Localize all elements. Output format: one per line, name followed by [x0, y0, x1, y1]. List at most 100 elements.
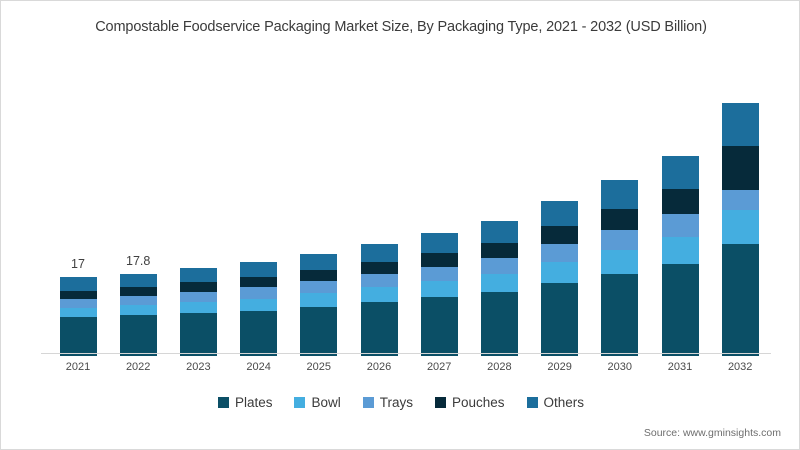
bar-value-label: 17.8	[126, 253, 151, 268]
bar-stack[interactable]	[360, 243, 398, 356]
bar-segment-pouches[interactable]	[360, 261, 398, 275]
bar-segment-trays[interactable]	[661, 213, 699, 237]
legend-item-bowl[interactable]: Bowl	[294, 395, 341, 410]
bar-group	[721, 64, 759, 356]
bar-segment-pouches[interactable]	[300, 270, 338, 282]
bar-segment-pouches[interactable]	[541, 225, 579, 244]
x-axis-tick-2023: 2023	[186, 361, 211, 373]
bar-segment-plates[interactable]	[179, 312, 217, 356]
bar-stack[interactable]	[59, 277, 97, 356]
x-axis-tick-2027: 2027	[426, 361, 452, 373]
bar-segment-plates[interactable]	[59, 317, 97, 356]
x-axis-tick-2021: 2021	[65, 361, 91, 373]
bar-segment-trays[interactable]	[59, 299, 97, 308]
bar-segment-trays[interactable]	[541, 243, 579, 262]
bar-group	[360, 64, 398, 356]
bar-segment-trays[interactable]	[119, 295, 157, 306]
bar-stack[interactable]	[661, 155, 699, 356]
bar-segment-others[interactable]	[721, 103, 759, 146]
bar-segment-trays[interactable]	[300, 281, 338, 294]
bar-group	[179, 64, 217, 356]
bar-segment-trays[interactable]	[601, 229, 639, 251]
bar-segment-pouches[interactable]	[240, 277, 278, 288]
bar-segment-plates[interactable]	[541, 283, 579, 356]
bar-segment-plates[interactable]	[300, 306, 338, 356]
bar-segment-trays[interactable]	[420, 266, 458, 281]
bar-segment-bowl[interactable]	[119, 305, 157, 316]
bar-segment-bowl[interactable]	[240, 298, 278, 311]
bar-segment-plates[interactable]	[360, 302, 398, 356]
bar-segment-plates[interactable]	[661, 263, 699, 356]
bar-segment-pouches[interactable]	[179, 282, 217, 292]
bar-stack[interactable]	[179, 268, 217, 356]
bar-segment-bowl[interactable]	[601, 250, 639, 275]
plot-area: 17 17.8	[41, 61, 771, 356]
bar-segment-bowl[interactable]	[541, 261, 579, 284]
bar-stack[interactable]	[721, 103, 759, 356]
chart-legend: Plates Bowl Trays Pouches Others	[1, 395, 800, 410]
bar-segment-bowl[interactable]	[59, 307, 97, 318]
bar-stack[interactable]	[601, 180, 639, 356]
legend-item-label: Plates	[234, 395, 273, 410]
bar-segment-plates[interactable]	[119, 315, 157, 356]
bar-segment-others[interactable]	[360, 243, 398, 262]
bar-segment-others[interactable]	[601, 180, 639, 210]
legend-item-others[interactable]: Others	[526, 395, 584, 410]
bar-segment-trays[interactable]	[360, 274, 398, 288]
bar-stack[interactable]	[119, 273, 157, 356]
bar-segment-trays[interactable]	[721, 189, 759, 210]
bar-stack[interactable]	[420, 232, 458, 356]
bar-group	[480, 64, 518, 356]
x-axis-tick-2031: 2031	[667, 361, 693, 373]
bar-segment-bowl[interactable]	[300, 293, 338, 307]
bar-segment-pouches[interactable]	[420, 252, 458, 267]
bar-segment-bowl[interactable]	[721, 209, 759, 245]
legend-swatch-icon	[217, 397, 229, 408]
bar-segment-trays[interactable]	[480, 257, 518, 274]
bar-segment-trays[interactable]	[240, 287, 278, 299]
x-axis-tick-2025: 2025	[306, 361, 332, 373]
bar-segment-plates[interactable]	[240, 310, 278, 356]
bar-segment-others[interactable]	[661, 155, 699, 189]
bar-group	[300, 64, 338, 356]
bar-segment-plates[interactable]	[601, 274, 639, 356]
bar-segment-others[interactable]	[541, 200, 579, 226]
bar-segment-bowl[interactable]	[360, 287, 398, 303]
bar-segment-plates[interactable]	[721, 244, 759, 356]
bar-segment-pouches[interactable]	[661, 188, 699, 214]
bar-segment-others[interactable]	[240, 262, 278, 278]
bar-segment-others[interactable]	[59, 277, 97, 292]
legend-item-plates[interactable]: Plates	[217, 395, 273, 410]
bar-stack[interactable]	[541, 200, 579, 356]
x-axis-tick-2030: 2030	[607, 361, 633, 373]
bar-stack[interactable]	[300, 254, 338, 356]
x-axis-tick-2032: 2032	[727, 361, 753, 373]
bar-segment-plates[interactable]	[420, 297, 458, 356]
bar-segment-bowl[interactable]	[661, 236, 699, 264]
x-axis-line	[41, 353, 771, 354]
bar-segment-others[interactable]	[179, 268, 217, 283]
legend-item-pouches[interactable]: Pouches	[434, 395, 505, 410]
bar-segment-bowl[interactable]	[420, 280, 458, 298]
bar-segment-bowl[interactable]	[480, 273, 518, 292]
bar-segment-pouches[interactable]	[119, 287, 157, 296]
bar-segment-others[interactable]	[420, 232, 458, 253]
bar-segment-trays[interactable]	[179, 291, 217, 302]
x-axis-tick-2024: 2024	[246, 361, 271, 373]
bar-segment-others[interactable]	[480, 220, 518, 243]
bar-segment-pouches[interactable]	[721, 145, 759, 190]
bar-segment-bowl[interactable]	[179, 301, 217, 313]
bar-group: 17	[59, 64, 97, 356]
bar-stack[interactable]	[480, 220, 518, 356]
bar-segment-others[interactable]	[119, 273, 157, 288]
legend-item-trays[interactable]: Trays	[362, 395, 413, 410]
bar-segment-others[interactable]	[300, 254, 338, 271]
bar-segment-pouches[interactable]	[59, 291, 97, 300]
chart-title: Compostable Foodservice Packaging Market…	[95, 19, 707, 35]
bar-segment-plates[interactable]	[480, 291, 518, 356]
source-attribution: Source: www.gminsights.com	[643, 427, 781, 439]
bar-segment-pouches[interactable]	[601, 209, 639, 230]
bar-stack[interactable]	[240, 262, 278, 356]
bar-segment-pouches[interactable]	[480, 242, 518, 258]
